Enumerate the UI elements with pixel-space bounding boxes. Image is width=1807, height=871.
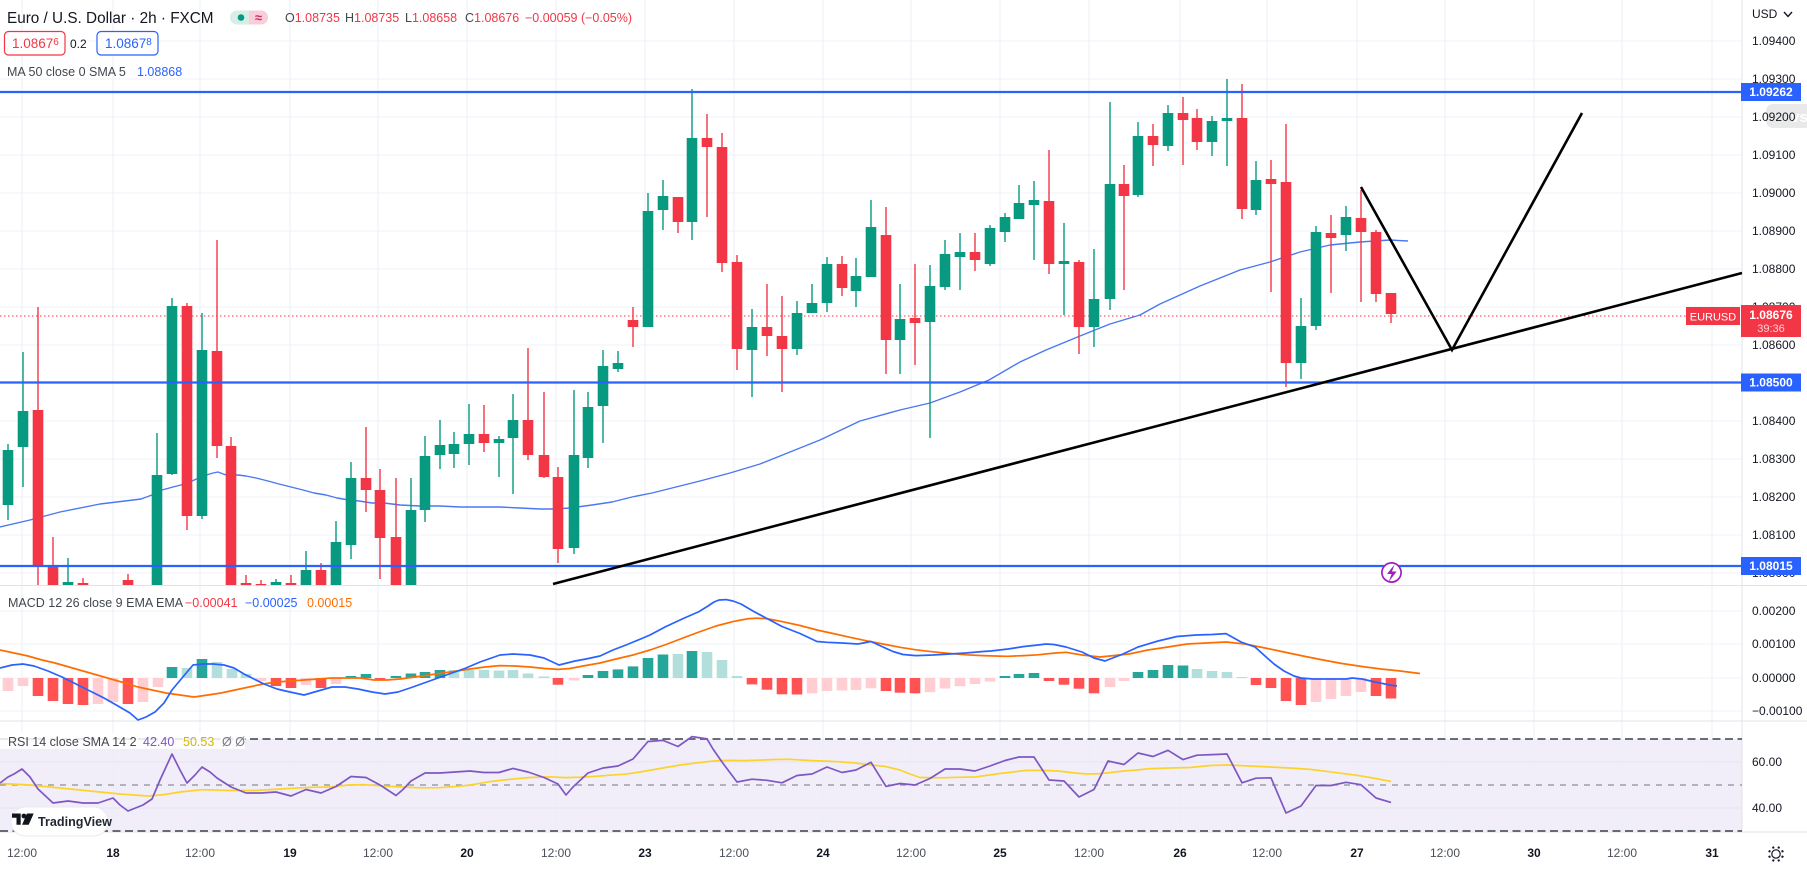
svg-text:0.00100: 0.00100 — [1752, 637, 1796, 651]
svg-text:H1.08735: H1.08735 — [345, 11, 399, 25]
svg-text:≈: ≈ — [255, 10, 262, 25]
svg-text:vs: vs — [1791, 109, 1807, 126]
svg-text:C1.08676: C1.08676 — [465, 11, 519, 25]
svg-text:30: 30 — [1527, 846, 1541, 860]
svg-text:1.08868: 1.08868 — [137, 65, 182, 79]
svg-text:12:00: 12:00 — [1252, 846, 1282, 860]
svg-text:12:00: 12:00 — [185, 846, 215, 860]
svg-text:12:00: 12:00 — [719, 846, 749, 860]
svg-text:19: 19 — [283, 846, 297, 860]
svg-text:1.08900: 1.08900 — [1752, 224, 1796, 238]
svg-text:12:00: 12:00 — [1074, 846, 1104, 860]
svg-text:1.08015: 1.08015 — [1749, 559, 1793, 573]
svg-text:40.00: 40.00 — [1752, 801, 1782, 815]
svg-text:RSI 14 close SMA 14 2: RSI 14 close SMA 14 2 — [8, 735, 137, 749]
svg-text:12:00: 12:00 — [896, 846, 926, 860]
svg-text:USD: USD — [1752, 7, 1778, 21]
svg-text:−0.00025: −0.00025 — [245, 596, 298, 610]
svg-text:1.09300: 1.09300 — [1752, 72, 1796, 86]
svg-text:50.53: 50.53 — [183, 735, 214, 749]
svg-text:12:00: 12:00 — [7, 846, 37, 860]
svg-text:0.00200: 0.00200 — [1752, 604, 1796, 618]
svg-text:1.09262: 1.09262 — [1749, 85, 1793, 99]
svg-text:1.09400: 1.09400 — [1752, 34, 1796, 48]
svg-text:31: 31 — [1705, 846, 1719, 860]
svg-text:12:00: 12:00 — [1607, 846, 1637, 860]
svg-text:−0.00041: −0.00041 — [185, 596, 238, 610]
svg-text:1.09200: 1.09200 — [1752, 110, 1796, 124]
svg-text:1.08676: 1.08676 — [12, 36, 59, 51]
svg-text:26: 26 — [1173, 846, 1187, 860]
svg-text:−0.00100: −0.00100 — [1752, 704, 1803, 718]
svg-text:1.08100: 1.08100 — [1752, 528, 1796, 542]
svg-text:MA 50 close 0 SMA 5: MA 50 close 0 SMA 5 — [7, 65, 126, 79]
svg-text:12:00: 12:00 — [1430, 846, 1460, 860]
svg-text:42.40: 42.40 — [143, 735, 174, 749]
svg-text:1.09100: 1.09100 — [1752, 148, 1796, 162]
svg-text:1.08500: 1.08500 — [1749, 376, 1793, 390]
svg-text:12:00: 12:00 — [363, 846, 393, 860]
svg-text:1.08678: 1.08678 — [105, 36, 152, 51]
svg-text:1.09000: 1.09000 — [1752, 186, 1796, 200]
svg-text:1.08600: 1.08600 — [1752, 338, 1796, 352]
svg-text:Euro / U.S. Dollar · 2h · FXCM: Euro / U.S. Dollar · 2h · FXCM — [7, 10, 214, 27]
svg-text:18: 18 — [106, 846, 120, 860]
svg-text:TradingView: TradingView — [38, 815, 112, 829]
svg-text:27: 27 — [1350, 846, 1364, 860]
svg-text:MACD 12 26 close 9 EMA EMA: MACD 12 26 close 9 EMA EMA — [8, 596, 184, 610]
svg-text:20: 20 — [460, 846, 474, 860]
svg-text:O1.08735: O1.08735 — [285, 11, 340, 25]
svg-text:12:00: 12:00 — [541, 846, 571, 860]
svg-text:60.00: 60.00 — [1752, 755, 1782, 769]
svg-text:39:36: 39:36 — [1757, 323, 1785, 335]
svg-text:0.00015: 0.00015 — [307, 596, 352, 610]
svg-text:1.08300: 1.08300 — [1752, 452, 1796, 466]
svg-text:EURUSD: EURUSD — [1690, 312, 1737, 324]
svg-text:1.08200: 1.08200 — [1752, 490, 1796, 504]
svg-text:1.08676: 1.08676 — [1749, 308, 1793, 322]
svg-text:24: 24 — [816, 846, 830, 860]
svg-text:1.08800: 1.08800 — [1752, 262, 1796, 276]
svg-text:0.00000: 0.00000 — [1752, 671, 1796, 685]
svg-text:1.08400: 1.08400 — [1752, 414, 1796, 428]
svg-text:25: 25 — [993, 846, 1007, 860]
svg-text:−0.00059 (−0.05%): −0.00059 (−0.05%) — [525, 11, 632, 25]
svg-text:23: 23 — [638, 846, 652, 860]
svg-text:0.2: 0.2 — [70, 37, 87, 51]
svg-text:Ø Ø: Ø Ø — [222, 735, 245, 749]
svg-text:L1.08658: L1.08658 — [405, 11, 457, 25]
